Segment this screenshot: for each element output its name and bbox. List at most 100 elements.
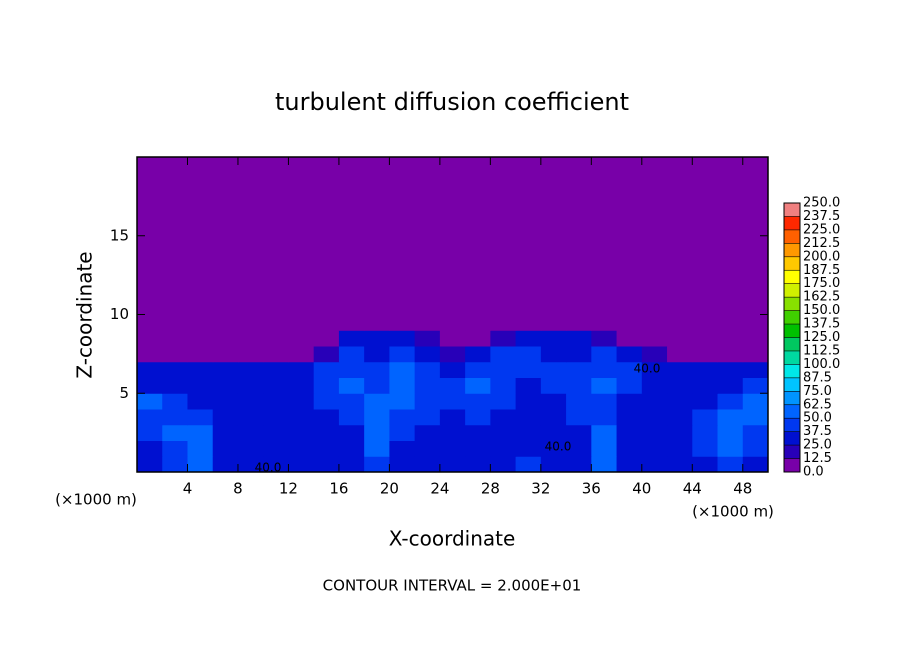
cell (742, 440, 769, 457)
cell (439, 314, 466, 331)
cell (692, 456, 719, 473)
cell (515, 361, 542, 378)
colorbar-tick-label: 62.5 (803, 397, 832, 412)
cell (212, 157, 239, 315)
cell (263, 393, 289, 410)
cell (742, 361, 769, 378)
cell (465, 440, 491, 457)
x-tick-label: 44 (683, 480, 702, 498)
cell (490, 314, 517, 331)
cell (692, 330, 719, 347)
cell (162, 456, 188, 473)
cell (540, 424, 567, 441)
cell (591, 409, 618, 426)
cell (212, 346, 239, 363)
cell (137, 346, 163, 363)
cell (288, 424, 315, 441)
cell (237, 424, 264, 441)
x-tick-label: 12 (279, 480, 298, 498)
cell (288, 330, 315, 347)
cell (237, 157, 264, 315)
cell (187, 456, 214, 473)
cell (667, 346, 693, 363)
cell (389, 440, 416, 457)
cell (667, 330, 693, 347)
cell (490, 361, 517, 378)
cell (187, 346, 214, 363)
footer: CONTOUR INTERVAL = 2.000E+01 (323, 577, 582, 595)
cell (591, 377, 618, 394)
cell (692, 409, 719, 426)
cell (641, 424, 668, 441)
colorbar-segment (784, 458, 800, 472)
cell (162, 361, 188, 378)
cell (641, 440, 668, 457)
cell (439, 157, 466, 315)
cell (237, 393, 264, 410)
cell (389, 330, 416, 347)
cell (162, 440, 188, 457)
cell (338, 424, 365, 441)
cell (540, 314, 567, 331)
cell (465, 456, 491, 473)
cell (137, 409, 163, 426)
cell (465, 377, 491, 394)
colorbar-tick-label: 187.5 (803, 263, 840, 278)
cell (566, 393, 592, 410)
cell (641, 314, 668, 331)
cell (591, 440, 618, 457)
y-tick-label: 10 (110, 305, 129, 323)
cell (667, 424, 693, 441)
colorbar-segment (784, 229, 800, 244)
cell (338, 377, 365, 394)
cell (566, 377, 592, 394)
cell (742, 393, 769, 410)
cell (237, 361, 264, 378)
cell (717, 346, 744, 363)
cell (742, 424, 769, 441)
cell (540, 409, 567, 426)
cell (414, 157, 441, 315)
cell (717, 409, 744, 426)
cell (515, 377, 542, 394)
cell (237, 314, 264, 331)
cell (641, 346, 668, 363)
colorbar-tick-label: 162.5 (803, 290, 840, 305)
cell (263, 330, 289, 347)
cell (692, 393, 719, 410)
colorbar-segment (784, 350, 800, 365)
cell (263, 157, 289, 315)
cell (212, 456, 239, 473)
x-tick-label: 20 (380, 480, 399, 498)
colorbar-tick-label: 137.5 (803, 317, 840, 332)
cell (288, 393, 315, 410)
colorbar-segment (784, 203, 800, 217)
colorbar-segment (784, 404, 800, 419)
y-tick-label: 5 (119, 384, 129, 402)
cell (667, 314, 693, 331)
colorbar-segment (784, 270, 800, 284)
cell (540, 346, 567, 363)
cell (540, 456, 567, 473)
x-tick-label: 4 (183, 480, 193, 498)
cell (414, 361, 441, 378)
cell (313, 393, 340, 410)
cell (742, 330, 769, 347)
cell (137, 393, 163, 410)
cell (364, 330, 390, 347)
cell (591, 424, 618, 441)
cell (540, 157, 567, 315)
y-tick-label: 15 (110, 226, 129, 244)
cell (692, 440, 719, 457)
cell (667, 440, 693, 457)
cell (338, 393, 365, 410)
cell (338, 456, 365, 473)
chart-title: turbulent diffusion coefficient (275, 88, 629, 116)
cell (540, 361, 567, 378)
colorbar-segment (784, 243, 800, 257)
cell (616, 440, 643, 457)
colorbar-tick-label: 112.5 (803, 343, 840, 358)
x-tick-label: 16 (329, 480, 348, 498)
cell (717, 361, 744, 378)
cell (667, 456, 693, 473)
